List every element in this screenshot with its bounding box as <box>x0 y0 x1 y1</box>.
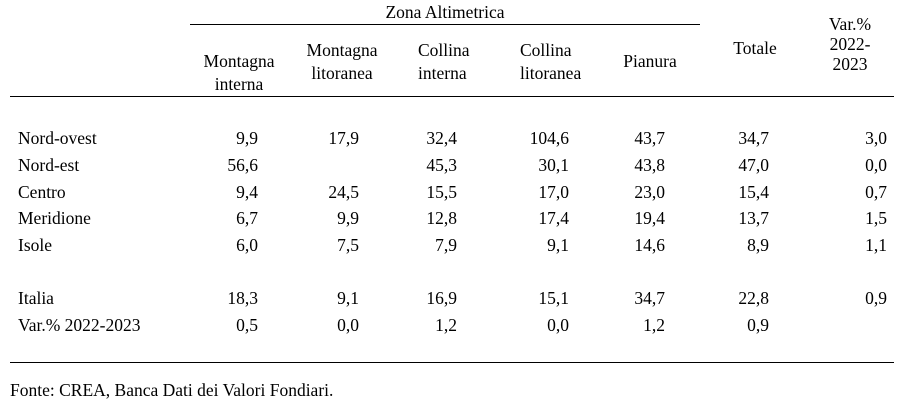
table-cell: 0,0 <box>337 315 359 335</box>
table-bottom-rule <box>10 362 894 363</box>
table-cell: 1,5 <box>865 208 887 228</box>
table-cell: 17,9 <box>328 128 359 148</box>
table-cell: 9,4 <box>236 182 258 202</box>
table-cell: 15,5 <box>426 182 457 202</box>
table-cell: 14,6 <box>634 235 665 255</box>
col-header-collina-interna: Collina interna <box>418 40 470 83</box>
table-cell: 0,9 <box>747 315 769 335</box>
table-cell: 32,4 <box>426 128 457 148</box>
table-cell: 34,7 <box>634 288 665 308</box>
row-label: Var.% 2022-2023 <box>18 315 141 335</box>
table-cell: 16,9 <box>426 288 457 308</box>
table-cell: 30,1 <box>538 155 569 175</box>
table-cell: 0,0 <box>865 155 887 175</box>
col-header-totale: Totale <box>733 38 777 58</box>
table-cell: 7,5 <box>337 235 359 255</box>
table-cell: 19,4 <box>634 208 665 228</box>
table-cell: 0,0 <box>547 315 569 335</box>
group-header-rule <box>190 24 700 25</box>
col-header-var: Var.% 2022- 2023 <box>828 14 872 74</box>
table-cell: 7,9 <box>435 235 457 255</box>
source-note: Fonte: CREA, Banca Dati dei Valori Fondi… <box>10 380 334 400</box>
col-header-montagna-interna: Montagna interna <box>203 51 275 94</box>
table-cell: 9,9 <box>337 208 359 228</box>
table-cell: 34,7 <box>738 128 769 148</box>
table-cell: 1,1 <box>865 235 887 255</box>
table-cell: 13,7 <box>738 208 769 228</box>
table-cell: 9,9 <box>236 128 258 148</box>
row-label: Italia <box>18 288 54 308</box>
table-cell: 6,0 <box>236 235 258 255</box>
table-cell: 23,0 <box>634 182 665 202</box>
table-cell: 47,0 <box>738 155 769 175</box>
table-cell: 43,8 <box>634 155 665 175</box>
table-cell: 22,8 <box>738 288 769 308</box>
table-cell: 8,9 <box>747 235 769 255</box>
table-cell: 24,5 <box>328 182 359 202</box>
col-header-collina-litoranea: Collina litoranea <box>520 40 582 83</box>
row-label: Centro <box>18 182 66 202</box>
table-cell: 15,1 <box>538 288 569 308</box>
row-label: Nord-ovest <box>18 128 97 148</box>
table-cell: 17,0 <box>538 182 569 202</box>
table-cell: 6,7 <box>236 208 258 228</box>
table-cell: 1,2 <box>435 315 457 335</box>
table-cell: 18,3 <box>227 288 258 308</box>
table-cell: 15,4 <box>738 182 769 202</box>
table-cell: 9,1 <box>337 288 359 308</box>
table-cell: 45,3 <box>426 155 457 175</box>
table-cell: 0,9 <box>865 288 887 308</box>
col-header-pianura: Pianura <box>623 51 677 71</box>
col-header-montagna-litoranea: Montagna litoranea <box>306 40 378 83</box>
table-cell: 104,6 <box>529 128 569 148</box>
table-cell: 0,5 <box>236 315 258 335</box>
table-cell: 9,1 <box>547 235 569 255</box>
table-cell: 1,2 <box>643 315 665 335</box>
table-cell: 3,0 <box>865 128 887 148</box>
row-label: Meridione <box>18 208 91 228</box>
row-label: Isole <box>18 235 53 255</box>
table-cell: 0,7 <box>865 182 887 202</box>
row-label: Nord-est <box>18 155 80 175</box>
table-cell: 43,7 <box>634 128 665 148</box>
group-header: Zona Altimetrica <box>385 2 505 22</box>
table-cell: 12,8 <box>426 208 457 228</box>
header-bottom-rule <box>10 96 894 97</box>
table-cell: 56,6 <box>227 155 258 175</box>
table-cell: 17,4 <box>538 208 569 228</box>
